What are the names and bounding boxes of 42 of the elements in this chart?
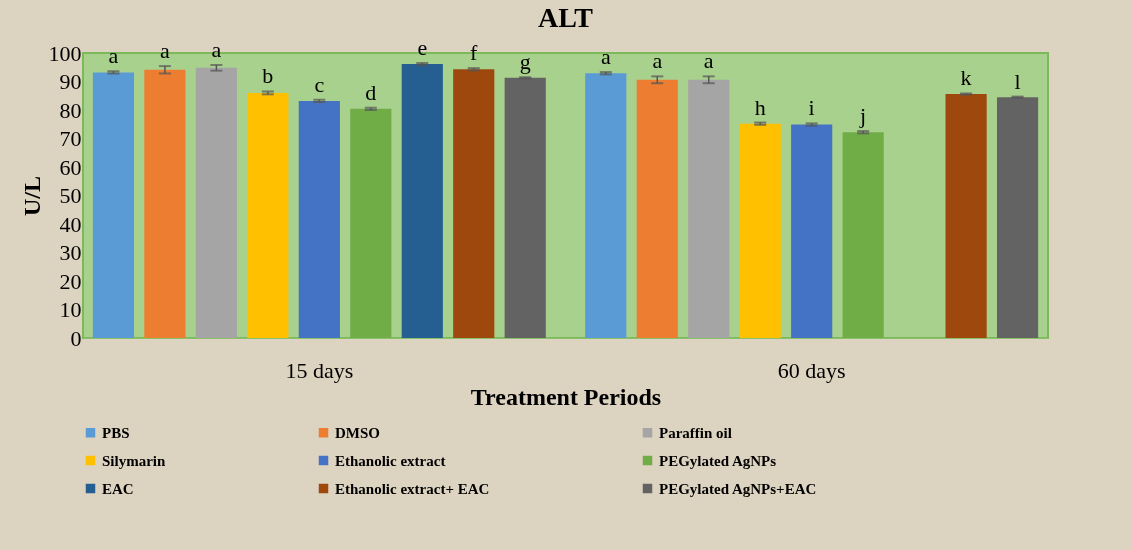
y-tick-label: 0 [70,325,82,351]
y-tick-label: 20 [59,268,82,294]
legend-label: Ethanolic extract [335,452,446,469]
x-tick-label: 15 days [285,357,354,383]
data-label: a [600,44,611,70]
y-tick-label: 50 [59,183,82,208]
x-axis-title: Treatment Periods [470,383,662,410]
legend-label: Paraffin oil [659,424,732,441]
legend-label: PEGylated AgNPs [659,452,777,469]
legend-label: PBS [102,424,130,441]
y-tick-label: 40 [59,211,82,237]
data-label: a [652,48,663,74]
y-tick-label: 70 [59,126,82,151]
y-tick-label: 30 [59,240,82,265]
y-tick-label: 60 [59,154,82,180]
legend-label: Silymarin [102,452,166,469]
data-label: a [703,48,714,74]
data-label: f [470,40,479,66]
data-label: c [314,71,325,97]
data-label: a [108,43,119,69]
y-tick-label: 10 [59,297,82,322]
data-label: d [365,79,377,105]
x-tick-label: 60 days [777,357,846,383]
data-label: g [519,49,531,75]
y-tick-label: 100 [48,40,82,66]
data-label: h [754,94,766,120]
data-label: e [417,34,428,60]
y-tick-label: 80 [59,97,82,123]
legend-label: DMSO [335,424,380,441]
data-label: k [960,65,972,91]
chart-title: ALT [537,1,594,33]
data-label: j [859,103,867,129]
y-tick-label: 90 [59,69,82,94]
legend-label: EAC [102,480,134,497]
legend-label: PEGylated AgNPs+EAC [659,480,817,497]
data-label: b [262,63,274,89]
data-label: l [1014,68,1021,94]
y-axis-title: U/L [18,175,45,217]
data-label: i [808,95,815,121]
data-label: a [211,36,222,62]
legend-label: Ethanolic extract+ EAC [335,480,490,497]
data-label: a [160,38,171,64]
